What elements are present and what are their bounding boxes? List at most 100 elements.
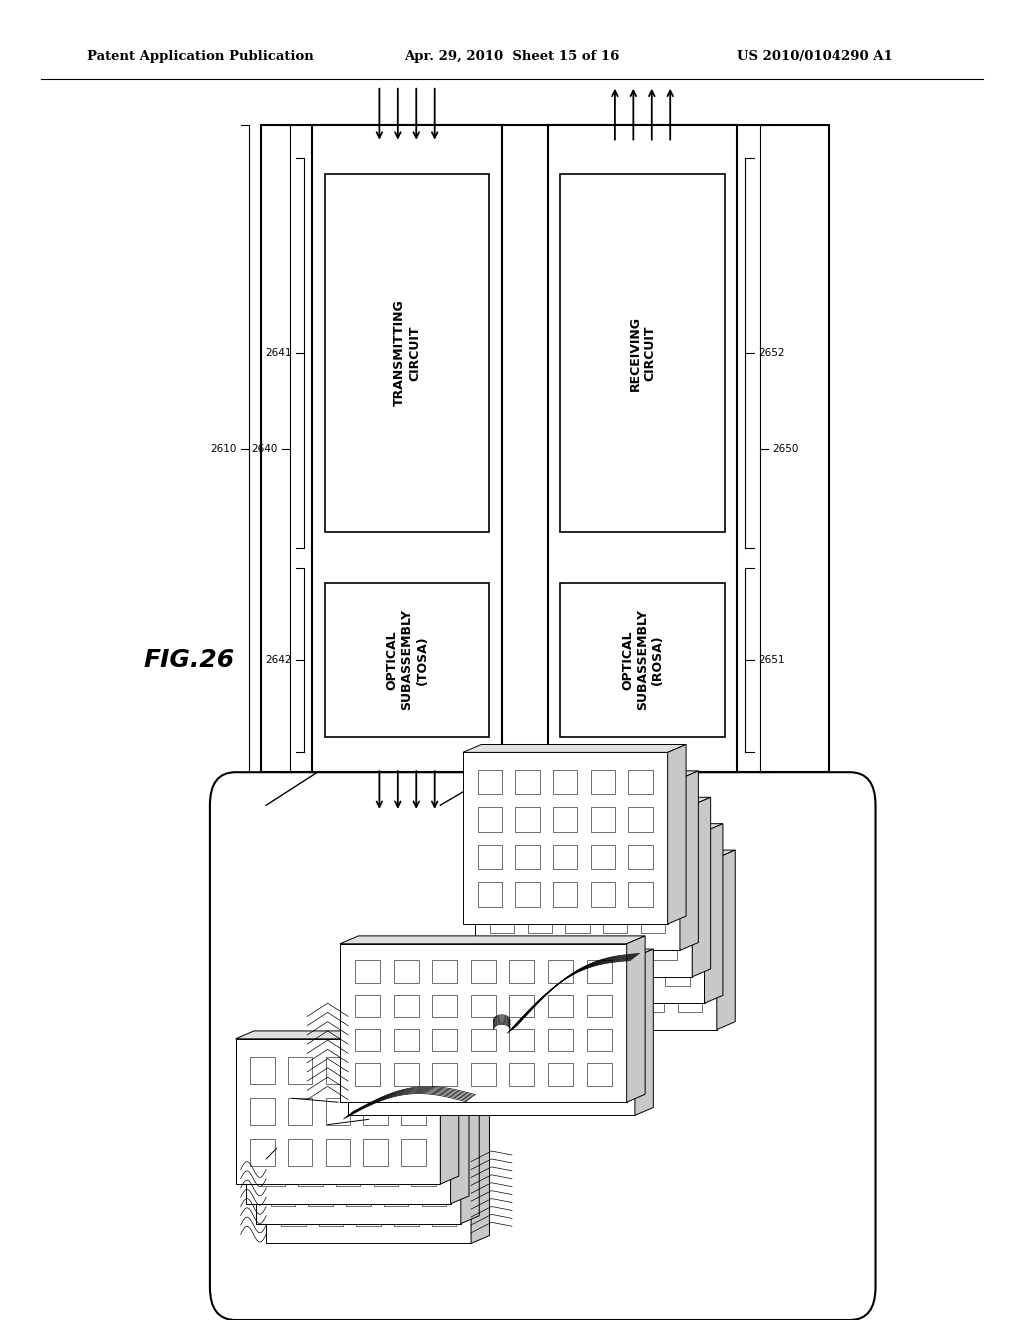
Bar xyxy=(477,770,502,795)
Bar xyxy=(514,886,539,911)
Bar xyxy=(591,770,615,795)
Bar xyxy=(288,1098,312,1125)
Bar xyxy=(595,1008,620,1030)
Bar xyxy=(401,1056,426,1084)
Bar xyxy=(336,1076,360,1104)
Bar xyxy=(487,805,692,977)
Bar xyxy=(629,770,653,795)
Bar xyxy=(364,1043,388,1064)
FancyBboxPatch shape xyxy=(210,772,876,1320)
Bar xyxy=(509,961,535,982)
Bar xyxy=(364,1139,388,1167)
Bar xyxy=(479,1043,504,1064)
Bar xyxy=(628,924,652,949)
Bar xyxy=(281,1158,305,1184)
Bar xyxy=(270,1138,295,1164)
Bar xyxy=(270,1179,295,1206)
Bar xyxy=(603,871,628,896)
Bar xyxy=(540,898,564,923)
Polygon shape xyxy=(512,850,735,858)
Bar xyxy=(281,1199,305,1226)
Bar xyxy=(548,1030,573,1051)
Bar xyxy=(641,908,666,933)
Bar xyxy=(603,908,628,933)
Bar xyxy=(340,944,627,1102)
Bar xyxy=(556,1008,582,1030)
Text: 2652: 2652 xyxy=(758,348,784,358)
Bar xyxy=(308,1096,333,1123)
Bar xyxy=(355,1064,380,1085)
Bar xyxy=(346,1138,371,1164)
Bar xyxy=(298,1159,323,1187)
Bar xyxy=(548,125,737,772)
Bar xyxy=(556,1043,582,1064)
Bar xyxy=(326,1098,350,1125)
Bar xyxy=(394,1115,419,1143)
Text: 2641: 2641 xyxy=(265,348,292,358)
Bar xyxy=(564,987,589,1012)
Bar xyxy=(640,912,665,937)
Bar xyxy=(629,882,653,907)
Bar xyxy=(666,961,690,986)
Bar xyxy=(401,1043,427,1064)
Bar xyxy=(629,807,653,832)
Bar xyxy=(250,1056,274,1084)
Bar xyxy=(653,935,678,960)
Bar xyxy=(641,833,666,858)
Bar xyxy=(514,849,539,874)
Bar xyxy=(526,987,551,1012)
Bar xyxy=(540,859,564,884)
Bar xyxy=(471,1030,496,1051)
Bar xyxy=(502,898,526,923)
Bar xyxy=(308,1179,333,1206)
Bar xyxy=(288,1139,312,1167)
Bar xyxy=(260,1076,285,1104)
Text: RECEIVING
CIRCUIT: RECEIVING CIRCUIT xyxy=(629,315,656,391)
Bar xyxy=(564,950,589,975)
Bar xyxy=(471,961,496,982)
Polygon shape xyxy=(236,1031,459,1039)
Bar xyxy=(578,898,602,923)
Bar xyxy=(502,935,526,960)
Bar xyxy=(595,974,620,995)
Text: Apr. 29, 2010  Sheet 15 of 16: Apr. 29, 2010 Sheet 15 of 16 xyxy=(404,50,620,63)
Text: 2650: 2650 xyxy=(772,444,799,454)
Bar xyxy=(364,974,388,995)
Bar xyxy=(509,1064,535,1085)
Bar xyxy=(336,1159,360,1187)
Bar xyxy=(364,1077,388,1098)
Bar xyxy=(471,1064,496,1085)
Bar xyxy=(356,1158,381,1184)
Polygon shape xyxy=(246,1051,469,1059)
Text: US 2010/0104290 A1: US 2010/0104290 A1 xyxy=(737,50,893,63)
Bar xyxy=(479,1077,504,1098)
Bar xyxy=(355,1030,380,1051)
Bar xyxy=(475,779,680,950)
Bar xyxy=(374,1076,398,1104)
Bar xyxy=(318,1158,343,1184)
Bar xyxy=(540,822,564,847)
Bar xyxy=(393,995,419,1016)
Text: OPTICAL
SUBASSEMBLY
(ROSA): OPTICAL SUBASSEMBLY (ROSA) xyxy=(622,610,664,710)
Bar xyxy=(432,1064,458,1085)
Bar xyxy=(500,832,705,1003)
Bar xyxy=(526,875,551,900)
Bar xyxy=(260,1118,285,1144)
Bar xyxy=(515,807,540,832)
Bar xyxy=(628,961,652,986)
Bar xyxy=(590,924,614,949)
Polygon shape xyxy=(463,744,686,752)
Bar xyxy=(250,1139,274,1167)
Bar xyxy=(666,924,690,949)
Bar xyxy=(288,1056,312,1084)
Polygon shape xyxy=(500,824,723,832)
Text: 2630: 2630 xyxy=(261,1093,288,1104)
Bar xyxy=(401,974,427,995)
Bar xyxy=(587,961,611,982)
Text: 2651: 2651 xyxy=(758,655,784,665)
Polygon shape xyxy=(266,1090,489,1098)
Bar xyxy=(517,1008,543,1030)
Bar xyxy=(432,995,458,1016)
Bar xyxy=(615,822,640,847)
Bar xyxy=(591,845,615,870)
